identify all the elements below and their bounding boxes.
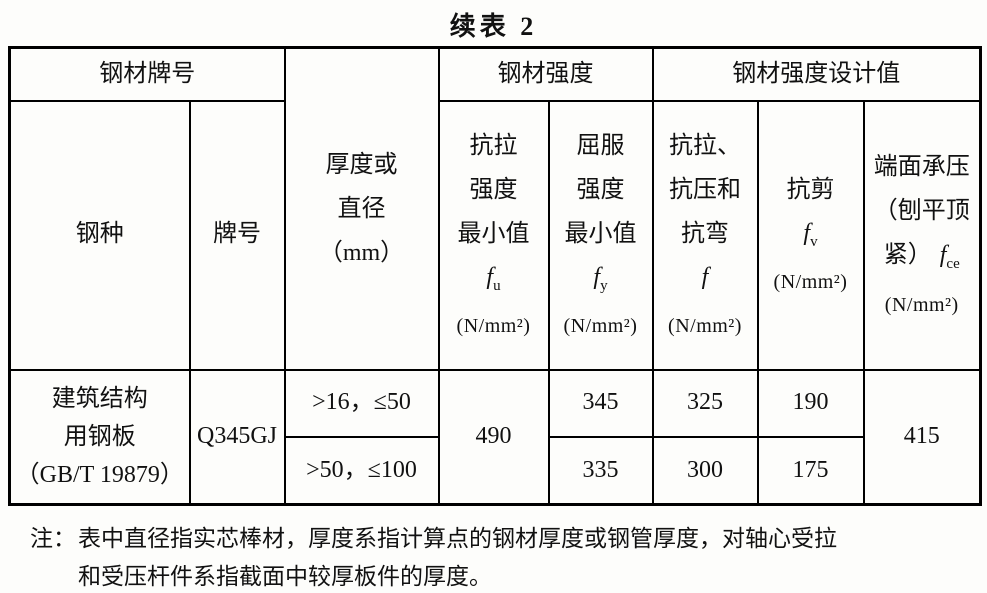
header-f: 抗拉、 抗压和 抗弯 f (N/mm²) bbox=[651, 99, 759, 371]
fu-symbol-sub: u bbox=[493, 277, 501, 294]
fy-symbol-sub: y bbox=[600, 277, 608, 294]
header-thickness-line: 直径 bbox=[337, 195, 386, 222]
data-row-1: 建筑结构 用钢板 （GB/T 19879） Q345GJ >16，≤50 490… bbox=[8, 368, 982, 506]
fu-symbol-f: f bbox=[486, 263, 494, 290]
header-steel-grade-group: 钢材牌号 bbox=[8, 46, 286, 102]
fce-symbol-f: f bbox=[939, 241, 947, 268]
header-design-values-group: 钢材强度设计值 bbox=[651, 46, 982, 102]
fv-symbol-sub: v bbox=[810, 233, 818, 250]
header-steel-type: 钢种 bbox=[8, 99, 191, 371]
cell-fv-value-2: 175 bbox=[756, 435, 865, 506]
steel-strength-table: 钢材牌号 厚度或 直径 （mm） 钢材强度 钢材强度设计值 钢种 牌号 抗拉 强… bbox=[8, 46, 983, 506]
steel-type-line: 建筑结构 bbox=[51, 385, 148, 412]
header-fv: 抗剪 fv (N/mm²) bbox=[756, 99, 865, 371]
fu-unit: (N/mm²) bbox=[456, 315, 531, 338]
fy-symbol-f: f bbox=[593, 263, 601, 290]
f-unit: (N/mm²) bbox=[668, 315, 742, 338]
note-text: 表中直径指实芯棒材，厚度系指计算点的钢材厚度或钢管厚度，对轴心受拉 和受压杆件系… bbox=[78, 520, 970, 593]
steel-type-line: 用钢板 bbox=[63, 423, 136, 450]
fu-symbol: fu bbox=[441, 256, 547, 307]
fy-unit: (N/mm²) bbox=[563, 315, 638, 338]
header-fce: 端面承压 （刨平顶 紧） fce (N/mm²) bbox=[862, 99, 982, 371]
header-f-line: 抗拉、 bbox=[669, 132, 741, 159]
cell-f-value-2: 300 bbox=[651, 435, 759, 506]
cell-thickness-range-1: >16，≤50 bbox=[283, 368, 440, 438]
cell-fv-value-1: 190 bbox=[756, 368, 865, 438]
header-fce-line: （刨平顶 bbox=[873, 197, 970, 224]
note-line-2: 和受压杆件系指截面中较厚板件的厚度。 bbox=[78, 564, 492, 589]
fv-symbol: fv bbox=[760, 212, 862, 263]
fv-symbol-f: f bbox=[803, 219, 811, 246]
steel-type-line: （GB/T 19879） bbox=[15, 461, 184, 488]
header-thickness-line: （mm） bbox=[318, 239, 405, 266]
cell-fu-value: 490 bbox=[437, 368, 550, 506]
cell-thickness-range-2: >50，≤100 bbox=[283, 435, 440, 506]
cell-fy-value-2: 335 bbox=[547, 435, 654, 506]
cell-fy-value-1: 345 bbox=[547, 368, 654, 438]
column-header-row: 钢种 牌号 抗拉 强度 最小值 fu (N/mm²) 屈服 强度 最小值 fy … bbox=[8, 99, 982, 371]
header-f-line: 抗弯 bbox=[681, 220, 729, 247]
f-symbol-f: f bbox=[701, 263, 709, 290]
header-steel-strength-group: 钢材强度 bbox=[437, 46, 654, 102]
fce-unit: (N/mm²) bbox=[884, 294, 959, 317]
fy-symbol: fy bbox=[551, 256, 651, 307]
cell-f-value-1: 325 bbox=[651, 368, 759, 438]
header-fu-line: 强度 bbox=[469, 176, 518, 203]
header-fy-line: 屈服 bbox=[576, 132, 625, 159]
header-fu-line: 最小值 bbox=[457, 220, 530, 247]
header-thickness: 厚度或 直径 （mm） bbox=[283, 46, 440, 371]
f-symbol: f bbox=[655, 256, 756, 307]
table-title: 续表 2 bbox=[449, 12, 538, 41]
cell-steel-type: 建筑结构 用钢板 （GB/T 19879） bbox=[8, 368, 191, 506]
header-fu: 抗拉 强度 最小值 fu (N/mm²) bbox=[437, 99, 550, 371]
header-fv-line: 抗剪 bbox=[786, 176, 835, 203]
cell-grade: Q345GJ bbox=[188, 368, 286, 506]
header-f-line: 抗压和 bbox=[669, 176, 741, 203]
fce-line3-prefix: 紧） bbox=[883, 241, 932, 268]
note-label: 注： bbox=[30, 526, 76, 551]
note-line-1: 表中直径指实芯棒材，厚度系指计算点的钢材厚度或钢管厚度，对轴心受拉 bbox=[78, 526, 837, 551]
header-fce-line: 端面承压 bbox=[873, 153, 970, 180]
header-fu-line: 抗拉 bbox=[469, 132, 518, 159]
header-thickness-line: 厚度或 bbox=[325, 151, 398, 178]
table-note: 注： 表中直径指实芯棒材，厚度系指计算点的钢材厚度或钢管厚度，对轴心受拉 和受压… bbox=[30, 520, 970, 593]
data-row-2: >50，≤100 335 300 175 bbox=[10, 435, 981, 506]
header-fy-line: 强度 bbox=[576, 176, 625, 203]
header-fce-line: 紧） fce bbox=[866, 233, 979, 286]
header-fy-line: 最小值 bbox=[564, 220, 637, 247]
cell-fce-value: 415 bbox=[862, 368, 982, 506]
fce-symbol-sub: ce bbox=[946, 255, 960, 272]
header-fy: 屈服 强度 最小值 fy (N/mm²) bbox=[547, 99, 654, 371]
group-header-row: 钢材牌号 厚度或 直径 （mm） 钢材强度 钢材强度设计值 bbox=[8, 46, 982, 371]
fv-unit: (N/mm²) bbox=[773, 271, 848, 294]
header-grade: 牌号 bbox=[188, 99, 286, 371]
